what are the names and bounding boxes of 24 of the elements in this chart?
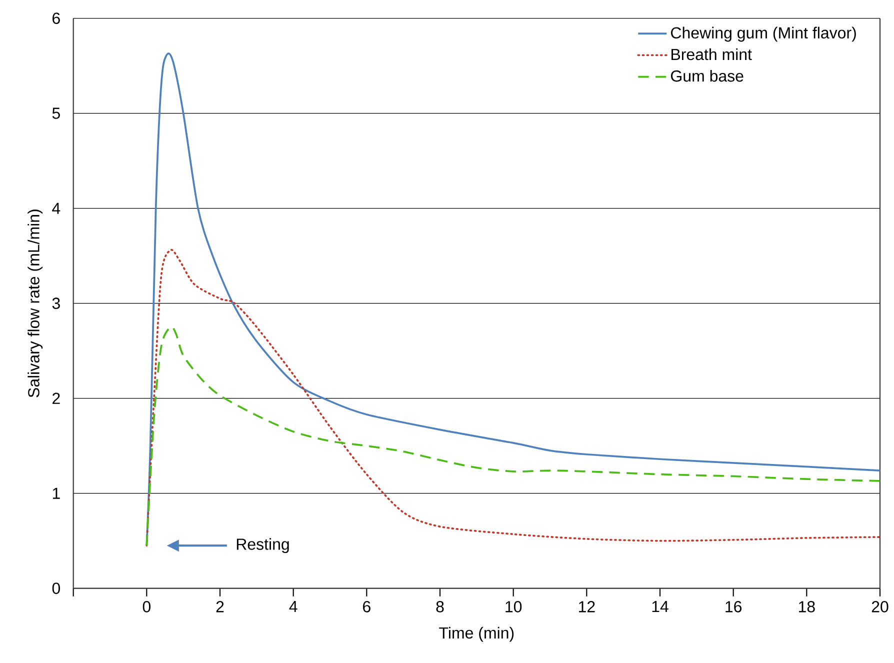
legend-label: Gum base [671,70,744,82]
y-tick-label: 4 [52,202,60,214]
x-tick-label: 14 [652,601,668,612]
x-tick-label: 2 [216,601,224,612]
annotation: Resting [236,538,289,554]
x-tick-label: 10 [506,601,522,612]
legend-label: Breath mint [672,48,752,60]
x-tick-label: 0 [142,601,151,612]
x-tick-label: 20 [872,601,888,612]
y-tick-label: 0 [52,582,60,594]
x-tick-label: 8 [436,601,444,612]
y-axis-title: Salivary flow rate (mL/min) [28,210,43,398]
x-tick-label: 16 [726,601,742,612]
legend-label: Chewing gum (Mint flavor) [671,26,856,42]
x-tick-label: 6 [363,601,370,612]
y-tick-label: 5 [52,108,60,119]
x-tick-label: 18 [798,601,815,612]
y-tick-label: 2 [52,392,60,404]
x-tick-label: 4 [289,601,298,612]
x-axis-title: Time (min) [439,626,514,642]
y-tick-label: 6 [52,12,60,24]
x-tick-label: 12 [578,601,595,612]
y-tick-label: 1 [52,488,60,499]
y-tick-label: 3 [52,298,60,309]
